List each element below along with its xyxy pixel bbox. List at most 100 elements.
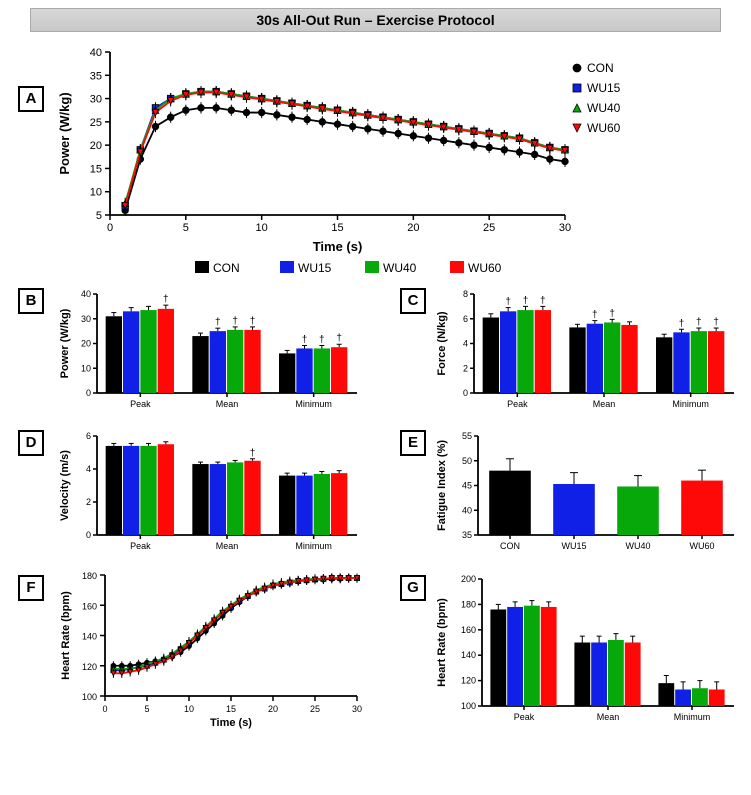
svg-text:10: 10 [90,187,102,199]
panel-c-label: C [400,288,426,314]
svg-text:WU15: WU15 [587,81,621,95]
svg-text:CON: CON [500,541,520,551]
svg-text:5: 5 [183,222,189,234]
svg-text:8: 8 [463,289,468,299]
svg-text:†: † [713,317,719,328]
panel-f-chart: 100120140160180051015202530Time (s)Heart… [55,565,365,730]
svg-text:Peak: Peak [130,541,151,551]
svg-text:4: 4 [86,464,91,474]
svg-text:†: † [592,310,598,321]
panel-g-label: G [400,575,426,601]
svg-text:Mean: Mean [593,399,616,409]
svg-text:WU40: WU40 [383,261,417,275]
svg-text:15: 15 [90,163,102,175]
svg-text:180: 180 [461,599,476,609]
svg-text:†: † [336,333,342,344]
svg-text:Mean: Mean [216,541,239,551]
svg-text:WU60: WU60 [587,121,621,135]
svg-text:5: 5 [96,210,102,222]
svg-text:Heart Rate (bpm): Heart Rate (bpm) [436,598,448,687]
svg-text:Mean: Mean [216,399,239,409]
svg-text:†: † [250,448,256,459]
svg-text:160: 160 [461,625,476,635]
svg-text:140: 140 [461,650,476,660]
svg-text:Mean: Mean [597,712,620,722]
svg-text:35: 35 [90,70,102,82]
svg-text:Fatigue Index (%): Fatigue Index (%) [436,440,448,531]
svg-text:6: 6 [86,431,91,441]
page-title: 30s All-Out Run – Exercise Protocol [30,8,721,32]
svg-text:40: 40 [90,47,102,59]
svg-text:Power (W/kg): Power (W/kg) [59,308,71,378]
svg-text:2: 2 [463,363,468,373]
svg-text:†: † [679,318,685,329]
svg-text:30: 30 [90,94,102,106]
svg-text:WU15: WU15 [561,541,586,551]
svg-text:20: 20 [407,222,419,234]
panel-d-label: D [18,430,44,456]
svg-text:†: † [250,316,256,327]
svg-text:160: 160 [82,601,97,611]
svg-text:Minimum: Minimum [672,399,709,409]
svg-text:0: 0 [86,530,91,540]
svg-text:WU40: WU40 [587,101,621,115]
svg-text:5: 5 [144,704,149,714]
panel-e-label: E [400,430,426,456]
svg-text:WU40: WU40 [625,541,650,551]
svg-text:Heart Rate (bpm): Heart Rate (bpm) [60,591,72,680]
svg-text:†: † [232,316,238,327]
svg-text:†: † [215,317,221,328]
svg-text:Time (s): Time (s) [313,239,363,254]
svg-text:Time (s): Time (s) [210,717,252,729]
svg-text:15: 15 [226,704,236,714]
svg-text:10: 10 [256,222,268,234]
svg-text:Minimum: Minimum [295,541,332,551]
svg-text:Velocity (m/s): Velocity (m/s) [59,450,71,521]
svg-text:CON: CON [213,261,240,275]
svg-text:0: 0 [463,388,468,398]
panel-a-label: A [18,86,44,112]
svg-text:6: 6 [463,314,468,324]
svg-text:Peak: Peak [130,399,151,409]
svg-text:120: 120 [82,662,97,672]
svg-text:140: 140 [82,632,97,642]
svg-text:100: 100 [461,701,476,711]
svg-text:Minimum: Minimum [295,399,332,409]
svg-text:WU15: WU15 [298,261,332,275]
svg-text:0: 0 [102,704,107,714]
svg-text:†: † [302,334,308,345]
svg-text:†: † [609,308,615,319]
svg-text:15: 15 [331,222,343,234]
svg-text:Minimum: Minimum [674,712,711,722]
svg-text:40: 40 [81,289,91,299]
svg-text:10: 10 [81,363,91,373]
svg-text:100: 100 [82,692,97,702]
svg-text:†: † [540,295,546,306]
svg-text:25: 25 [483,222,495,234]
panel-c-chart: 02468Force (N/kg)Peak†††Mean††Minimum††† [432,280,742,415]
svg-text:Force (N/kg): Force (N/kg) [436,311,448,376]
svg-text:Peak: Peak [514,712,535,722]
svg-text:4: 4 [463,339,468,349]
svg-text:2: 2 [86,497,91,507]
svg-text:25: 25 [310,704,320,714]
svg-text:Peak: Peak [507,399,528,409]
svg-text:WU60: WU60 [689,541,714,551]
svg-text:30: 30 [81,314,91,324]
svg-text:0: 0 [86,388,91,398]
svg-text:180: 180 [82,571,97,581]
svg-text:10: 10 [184,704,194,714]
svg-text:30: 30 [352,704,362,714]
svg-text:20: 20 [90,140,102,152]
svg-text:0: 0 [107,222,113,234]
panel-b-chart: 010203040Power (W/kg)Peak†Mean†††Minimum… [55,280,365,415]
svg-text:30: 30 [559,222,571,234]
panel-b-label: B [18,288,44,314]
svg-text:25: 25 [90,117,102,129]
svg-text:55: 55 [462,431,472,441]
svg-text:CON: CON [587,61,614,75]
panel-g-chart: 100120140160180200Heart Rate (bpm)PeakMe… [432,565,742,730]
svg-text:WU60: WU60 [468,261,502,275]
svg-text:†: † [319,334,325,345]
panel-e-chart: 3540455055Fatigue Index (%)CONWU15WU40WU… [432,422,742,557]
